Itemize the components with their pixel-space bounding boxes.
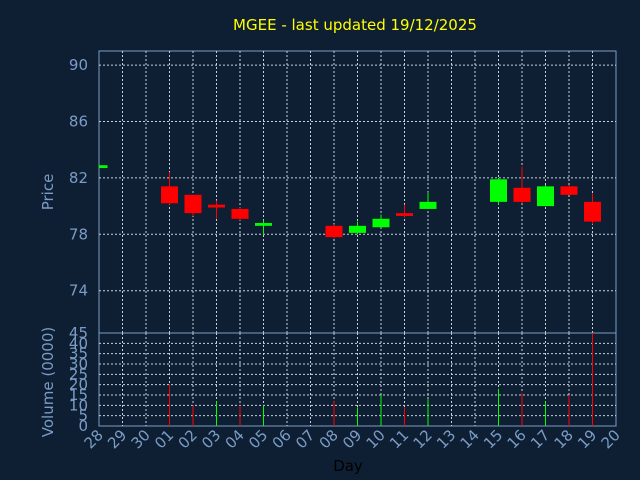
day-tick-label: 03 bbox=[198, 426, 224, 452]
candle-body bbox=[490, 179, 507, 202]
day-tick-labels: 2829300102030405060708091011121314151617… bbox=[81, 426, 624, 452]
chart-title: MGEE - last updated 19/12/2025 bbox=[233, 16, 477, 34]
candle-body bbox=[161, 186, 178, 204]
candle-body bbox=[349, 225, 366, 233]
day-tick-label: 20 bbox=[598, 426, 624, 452]
price-tick-label: 86 bbox=[69, 113, 88, 131]
volume-tick-label: 20 bbox=[69, 376, 88, 394]
day-tick-label: 04 bbox=[222, 426, 248, 452]
day-tick-label: 09 bbox=[339, 426, 365, 452]
day-tick-label: 17 bbox=[527, 426, 553, 452]
candle-body bbox=[513, 187, 531, 202]
candle-body bbox=[584, 201, 601, 222]
day-tick-label: 18 bbox=[551, 426, 577, 452]
volume-tick-label: 0 bbox=[78, 417, 88, 435]
day-tick-label: 05 bbox=[245, 426, 271, 452]
day-tick-label: 10 bbox=[363, 426, 389, 452]
day-axis-label: Day bbox=[333, 457, 363, 475]
day-tick-label: 02 bbox=[175, 426, 201, 452]
day-tick-label: 14 bbox=[457, 426, 483, 452]
day-tick-label: 30 bbox=[128, 426, 154, 452]
volume-tick-label: 5 bbox=[78, 407, 88, 425]
volume-tick-label: 40 bbox=[69, 334, 88, 352]
candle-body bbox=[99, 165, 108, 169]
candle-body bbox=[372, 218, 390, 228]
candle-body bbox=[560, 186, 578, 195]
day-tick-label: 15 bbox=[480, 426, 506, 452]
day-tick-label: 13 bbox=[433, 426, 459, 452]
volume-tick-label: 15 bbox=[69, 386, 88, 404]
volume-axis-label: Volume (0000) bbox=[39, 327, 57, 437]
volume-bars bbox=[169, 333, 593, 426]
candle-body bbox=[325, 225, 343, 238]
volume-tick-label: 10 bbox=[69, 396, 88, 414]
day-tick-label: 12 bbox=[410, 426, 436, 452]
volume-tick-label: 35 bbox=[69, 345, 88, 363]
candles bbox=[98, 165, 601, 239]
price-tick-label: 90 bbox=[69, 56, 88, 74]
candle-body bbox=[208, 204, 225, 208]
day-tick-label: 07 bbox=[292, 426, 318, 452]
candle-body bbox=[537, 186, 554, 207]
volume-tick-label: 45 bbox=[69, 324, 88, 342]
day-tick-label: 01 bbox=[151, 426, 177, 452]
day-tick-label: 11 bbox=[386, 426, 412, 452]
volume-tick-label: 30 bbox=[69, 355, 88, 373]
candle-body bbox=[396, 213, 413, 216]
candle-body bbox=[419, 201, 437, 209]
candle-body bbox=[255, 223, 272, 226]
day-tick-label: 19 bbox=[574, 426, 600, 452]
price-tick-label: 82 bbox=[69, 169, 88, 187]
day-tick-label: 08 bbox=[316, 426, 342, 452]
day-tick-label: 16 bbox=[504, 426, 530, 452]
price-axis-label: Price bbox=[39, 174, 57, 211]
candle-body bbox=[231, 208, 249, 219]
day-tick-label: 29 bbox=[104, 426, 130, 452]
price-panel: 90 86 82 78 74 Price bbox=[39, 50, 617, 334]
price-tick-label: 74 bbox=[69, 282, 88, 300]
price-tick-label: 78 bbox=[69, 225, 88, 243]
volume-tick-label: 25 bbox=[69, 365, 88, 383]
day-tick-label: 06 bbox=[269, 426, 295, 452]
price-y-ticks: 90 86 82 78 74 bbox=[69, 56, 88, 300]
candle-body bbox=[184, 194, 202, 214]
